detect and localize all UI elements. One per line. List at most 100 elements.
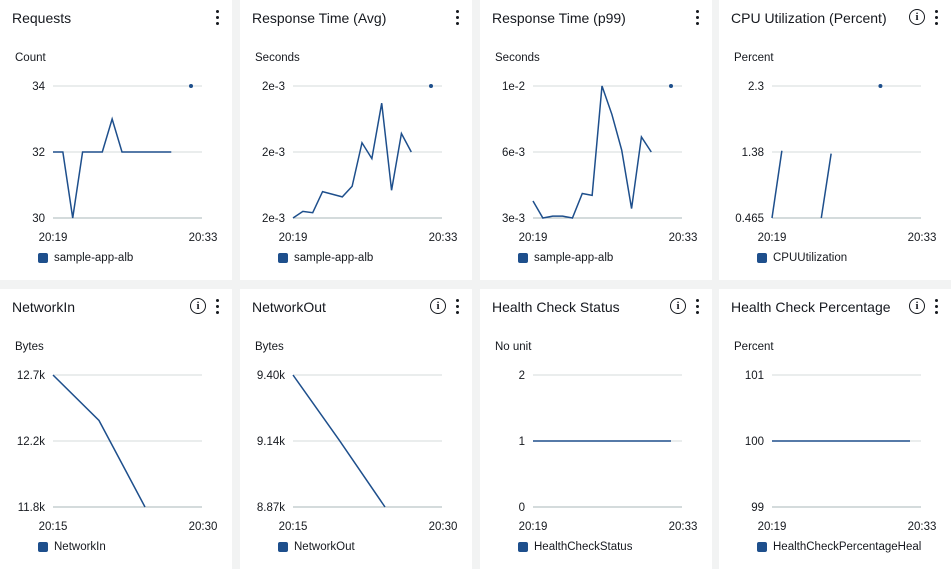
- y-tick-label: 9.40k: [257, 370, 285, 382]
- x-tick-label: 20:33: [908, 521, 937, 533]
- kebab-menu-icon[interactable]: [454, 8, 460, 26]
- legend-label: sample-app-alb: [534, 252, 614, 264]
- x-tick-label: 20:19: [519, 521, 548, 533]
- widget-health-check-percentage: Health Check Percentage i Percent 101 100 99 2…: [719, 289, 951, 569]
- x-tick-label: 20:30: [189, 521, 218, 533]
- legend-swatch: [518, 253, 528, 263]
- y-tick-label: 2e-3: [262, 213, 285, 225]
- legend-item[interactable]: sample-app-alb: [518, 252, 613, 264]
- y-axis-unit-label: Percent: [734, 52, 774, 64]
- series-line: [292, 103, 412, 219]
- widget-network-in: NetworkIn i Bytes 12.7k 12.2k 11.8k 20:15 20:30…: [0, 289, 232, 569]
- y-axis-unit-label: Bytes: [255, 341, 284, 353]
- legend-item[interactable]: sample-app-alb: [38, 252, 133, 264]
- line-chart: 34 32 30 20:19 20:33: [32, 81, 217, 244]
- x-tick-label: 20:33: [429, 232, 458, 244]
- legend-swatch: [38, 542, 48, 552]
- data-point: [669, 84, 673, 88]
- series-line: [532, 85, 652, 219]
- info-icon[interactable]: i: [190, 298, 206, 314]
- y-tick-label: 12.7k: [17, 370, 45, 382]
- legend-label: CPUUtilization: [773, 252, 848, 264]
- legend-label: NetworkIn: [54, 541, 106, 553]
- kebab-menu-icon[interactable]: [214, 297, 220, 315]
- kebab-menu-icon[interactable]: [214, 8, 220, 26]
- legend-swatch: [278, 542, 288, 552]
- y-tick-label: 32: [32, 147, 45, 159]
- widget-network-out: NetworkOut i Bytes 9.40k 9.14k 8.87k 20:15 20:3…: [240, 289, 472, 569]
- info-icon[interactable]: i: [670, 298, 686, 314]
- widget-health-check-status: Health Check Status i No unit 2 1 0 20:19 20:33…: [480, 289, 712, 569]
- y-tick-label: 2: [519, 370, 525, 382]
- y-axis-unit-label: Percent: [734, 341, 774, 353]
- y-tick-label: 101: [745, 370, 764, 382]
- y-tick-label: 3e-3: [502, 213, 525, 225]
- x-tick-label: 20:33: [908, 232, 937, 244]
- series-line: [53, 116, 172, 219]
- x-tick-label: 20:15: [39, 521, 68, 533]
- legend-item[interactable]: sample-app-alb: [278, 252, 373, 264]
- info-icon[interactable]: i: [909, 298, 925, 314]
- y-axis-unit-label: Bytes: [15, 341, 44, 353]
- y-tick-label: 30: [32, 213, 45, 225]
- y-tick-label: 2.3: [748, 81, 764, 93]
- kebab-menu-icon[interactable]: [694, 8, 700, 26]
- x-tick-label: 20:19: [279, 232, 308, 244]
- y-tick-label: 2e-3: [262, 147, 285, 159]
- x-tick-label: 20:15: [279, 521, 308, 533]
- line-chart: 101 100 99 20:19 20:33: [745, 370, 937, 533]
- widget-cpu-utilization: CPU Utilization (Percent) i Percent 2.3 1.38…: [719, 0, 951, 280]
- x-tick-label: 20:30: [429, 521, 458, 533]
- kebab-menu-icon[interactable]: [933, 297, 939, 315]
- series-line: [52, 374, 146, 508]
- widget-requests: Requests Count 34 32 30 20:19 20:33 sample-app-…: [0, 0, 232, 280]
- x-tick-label: 20:33: [669, 232, 698, 244]
- y-tick-label: 11.8k: [18, 502, 46, 514]
- y-tick-label: 12.2k: [17, 436, 45, 448]
- x-tick-label: 20:33: [669, 521, 698, 533]
- x-tick-label: 20:19: [519, 232, 548, 244]
- legend-item[interactable]: CPUUtilization: [757, 252, 847, 264]
- y-tick-label: 1: [519, 436, 525, 448]
- y-tick-label: 34: [32, 81, 45, 93]
- y-tick-label: 2e-3: [262, 81, 285, 93]
- x-tick-label: 20:19: [758, 521, 787, 533]
- legend-swatch: [278, 253, 288, 263]
- info-icon[interactable]: i: [430, 298, 446, 314]
- widget-response-time-p99: Response Time (p99) Seconds 1e-2 6e-3 3e-3 20…: [480, 0, 712, 280]
- y-tick-label: 100: [745, 436, 764, 448]
- data-point: [878, 84, 883, 88]
- legend-item[interactable]: NetworkOut: [278, 541, 355, 553]
- info-icon[interactable]: i: [909, 9, 925, 25]
- x-tick-label: 20:19: [39, 232, 68, 244]
- y-tick-label: 9.14k: [257, 436, 285, 448]
- y-axis-unit-label: Seconds: [495, 52, 540, 64]
- y-axis-unit-label: Count: [15, 52, 46, 64]
- series-line: [820, 153, 832, 219]
- legend-label: HealthCheckStatus: [534, 541, 633, 553]
- data-point: [189, 84, 193, 88]
- line-chart: 1e-2 6e-3 3e-3 20:19 20:33: [502, 81, 698, 244]
- legend-swatch: [757, 253, 767, 263]
- series-line: [292, 374, 386, 508]
- y-tick-label: 6e-3: [502, 147, 525, 159]
- kebab-menu-icon[interactable]: [933, 8, 939, 26]
- legend-swatch: [518, 542, 528, 552]
- y-tick-label: 99: [751, 502, 764, 514]
- kebab-menu-icon[interactable]: [694, 297, 700, 315]
- legend-swatch: [757, 542, 767, 552]
- legend-label: HealthCheckPercentageHealthy: [773, 541, 921, 553]
- line-chart: 12.7k 12.2k 11.8k 20:15 20:30: [17, 370, 218, 533]
- kebab-menu-icon[interactable]: [454, 297, 460, 315]
- line-chart: 2 1 0 20:19 20:33: [519, 370, 698, 533]
- legend-label: NetworkOut: [294, 541, 355, 553]
- legend-label: sample-app-alb: [54, 252, 134, 264]
- line-chart: 9.40k 9.14k 8.87k 20:15 20:30: [257, 370, 458, 533]
- legend-item[interactable]: HealthCheckPercentageHealthy: [757, 541, 921, 553]
- legend-item[interactable]: NetworkIn: [38, 541, 106, 553]
- y-axis-unit-label: Seconds: [255, 52, 300, 64]
- series-line: [771, 150, 783, 219]
- legend-swatch: [38, 253, 48, 263]
- legend-item[interactable]: HealthCheckStatus: [518, 541, 632, 553]
- y-tick-label: 0.465: [735, 213, 764, 225]
